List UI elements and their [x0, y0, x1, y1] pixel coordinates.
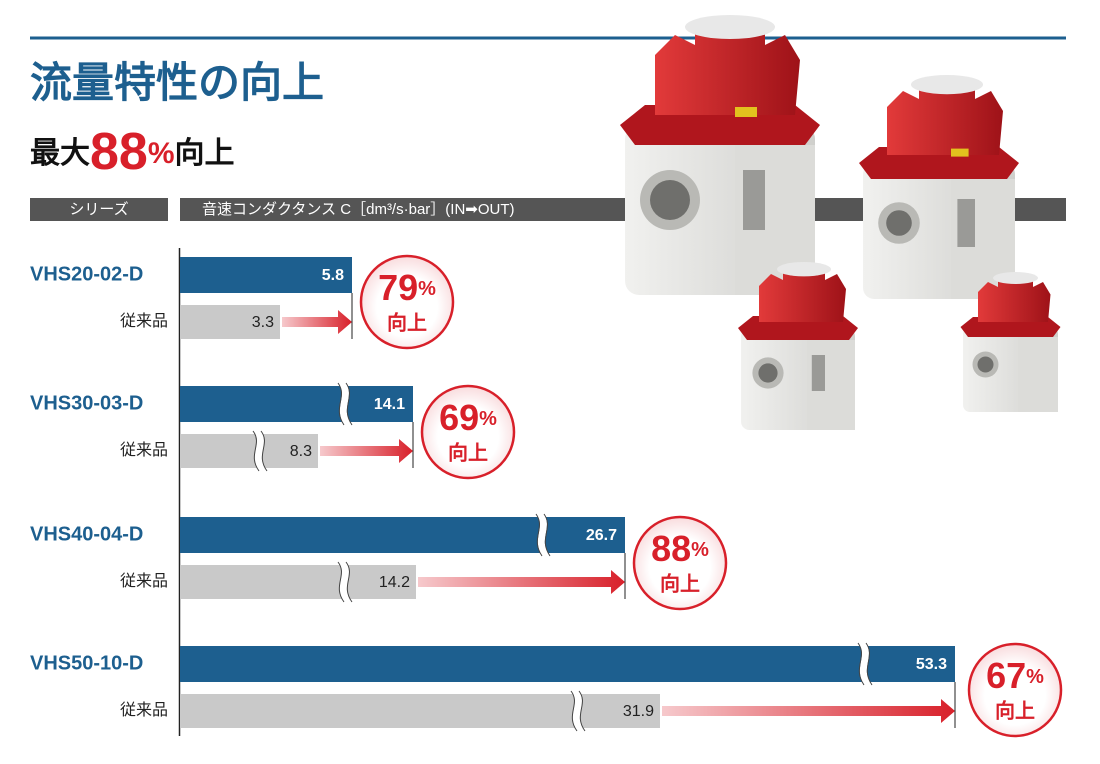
new-bar — [180, 257, 352, 293]
arrow — [282, 310, 352, 334]
bar-break — [543, 513, 551, 557]
improvement-badge — [632, 515, 728, 611]
bar-break — [865, 642, 873, 686]
improvement-unit: % — [691, 539, 709, 561]
bar-break — [252, 430, 260, 472]
improvement-number: 67 — [986, 655, 1026, 696]
header-cell — [180, 198, 1066, 221]
improvement-badge — [420, 384, 516, 480]
series-label: VHS50-10-D — [30, 652, 143, 674]
old-value: 3.3 — [252, 314, 274, 331]
bar-break — [536, 511, 550, 558]
improvement-value: 88% — [651, 528, 709, 569]
bar-break — [857, 642, 865, 686]
arrow — [662, 699, 955, 723]
old-bar — [180, 565, 416, 599]
new-value: 14.1 — [374, 396, 405, 413]
improvement-value: 69% — [439, 397, 497, 438]
old-bar — [180, 305, 280, 339]
bar-break — [338, 380, 352, 427]
conventional-label: 従来品 — [120, 572, 168, 590]
bar-break — [571, 688, 585, 734]
improvement-unit: % — [1026, 666, 1044, 688]
improvement-value: 79% — [378, 267, 436, 308]
new-value: 53.3 — [916, 656, 947, 673]
header-text: シリーズ — [69, 201, 128, 218]
old-value: 31.9 — [623, 703, 654, 720]
old-value: 8.3 — [290, 443, 312, 460]
header-text: 音速コンダクタンス C［dm³/s·bar］(IN➡OUT) — [202, 201, 515, 218]
improvement-number: 88 — [651, 528, 691, 569]
bar-break — [570, 690, 578, 732]
bar-break — [858, 640, 872, 687]
improvement-value: 67% — [986, 655, 1044, 696]
new-bar — [180, 517, 625, 553]
improvement-unit: % — [418, 278, 436, 300]
series-label: VHS30-03-D — [30, 392, 143, 414]
conventional-label: 従来品 — [120, 441, 168, 459]
improvement-label: 向上 — [387, 310, 427, 334]
new-bar — [180, 646, 955, 682]
bar-break — [337, 561, 345, 603]
title: 流量特性の向上 — [30, 59, 324, 106]
bar-break — [345, 561, 353, 603]
bar-break — [578, 690, 586, 732]
improvement-label: 向上 — [995, 698, 1035, 722]
improvement-unit: % — [479, 408, 497, 430]
improvement-badge — [967, 642, 1063, 738]
header-cell — [30, 198, 168, 221]
old-bar — [180, 434, 318, 468]
subtitle: 最大88%向上 — [30, 123, 235, 181]
product-photo — [620, 15, 1061, 430]
new-value: 5.8 — [322, 267, 344, 284]
series-label: VHS40-04-D — [30, 523, 143, 545]
bar-break — [338, 559, 352, 605]
improvement-badge — [359, 254, 455, 350]
new-bar — [180, 386, 413, 422]
improvement-label: 向上 — [660, 571, 700, 595]
conventional-label: 従来品 — [120, 701, 168, 719]
arrow — [320, 439, 413, 463]
old-bar — [180, 694, 660, 728]
bar-break — [535, 513, 543, 557]
improvement-number: 69 — [439, 397, 479, 438]
bar-break — [253, 428, 267, 474]
improvement-label: 向上 — [448, 440, 488, 464]
old-value: 14.2 — [379, 574, 410, 591]
bar-break — [337, 382, 345, 426]
arrow — [418, 570, 625, 594]
series-label: VHS20-02-D — [30, 263, 143, 285]
bar-break — [260, 430, 268, 472]
bar-break — [345, 382, 353, 426]
conventional-label: 従来品 — [120, 312, 168, 330]
improvement-number: 79 — [378, 267, 418, 308]
new-value: 26.7 — [586, 527, 617, 544]
